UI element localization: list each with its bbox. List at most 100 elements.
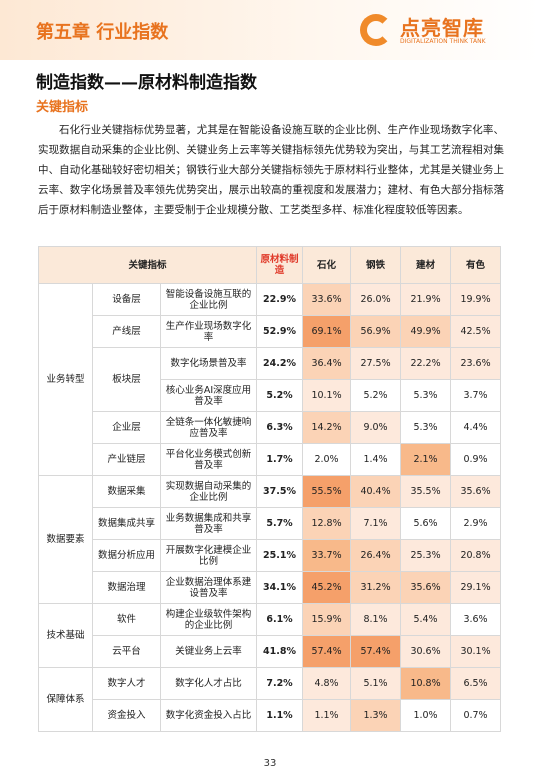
value-cell: 15.9% — [302, 603, 352, 636]
value-cell: 3.6% — [450, 603, 502, 636]
value-cell: 33.6% — [302, 283, 352, 316]
value-cell: 49.9% — [400, 315, 452, 348]
value-cell: 24.2% — [256, 347, 304, 380]
value-cell: 0.7% — [450, 699, 502, 732]
value-cell: 34.1% — [256, 571, 304, 604]
value-cell: 9.0% — [350, 411, 402, 444]
logo-name: 点亮智库 — [400, 16, 484, 40]
dimension-cell: 数据要素 — [38, 475, 93, 604]
dimension-cell: 业务转型 — [38, 283, 93, 476]
dimension-cell: 保障体系 — [38, 667, 93, 732]
table-row: 技术基础 软件 构建企业级软件架构的企业比例 6.1% 15.9% 8.1% 5.4% 3.6… — [38, 603, 502, 668]
sublevel-cell: 数据治理 — [92, 571, 161, 604]
sublevel-cell: 板块层 — [92, 347, 161, 412]
table-row: 数据治理 企业数据治理体系建设普及率 34.1% 45.2% 31.2% 35.6% 29.… — [39, 571, 502, 604]
logo-mark — [360, 14, 392, 46]
value-cell: 10.8% — [400, 667, 452, 700]
sublevel-cell: 企业层 — [92, 411, 161, 444]
value-cell: 1.7% — [256, 443, 304, 476]
table-row: 板块层 数字化场景普及率 24.2% 36.4% 27.5% 22.2% 23.6% — [39, 347, 502, 412]
value-cell: 6.1% — [256, 603, 304, 636]
table-row: 云平台 关键业务上云率 41.8% 57.4% 57.4% 30.6% 30.1% — [39, 635, 502, 668]
value-cell: 1.1% — [256, 699, 304, 732]
table-body: 关键指标 原材料制造 石化 钢铁 建材 有色 业务转型 设备层 智能设备设施互联的企业比例 22.… — [37, 246, 502, 732]
header-row: 关键指标 原材料制造 石化 钢铁 建材 有色 — [37, 246, 502, 284]
column-header: 关键指标 — [37, 246, 258, 284]
table-row: 数据集成共享 业务数据集成和共享普及率 5.7% 12.8% 7.1% 5.6% 2.9% — [39, 507, 502, 540]
value-cell: 35.6% — [400, 571, 452, 604]
value-cell: 52.9% — [256, 315, 304, 348]
sublevel-cell: 数据分析应用 — [92, 539, 161, 572]
value-cell: 22.2% — [400, 347, 452, 380]
value-cell: 42.5% — [450, 315, 502, 348]
indicator-cell: 企业数据治理体系建设普及率 — [159, 571, 258, 604]
header: 第五章 行业指数 点亮智库 DIGITALIZATION THINK TANK — [0, 0, 540, 60]
indicator-cell: 全链条一体化敏捷响应普及率 — [159, 411, 258, 444]
indicator-cell: 平台化业务模式创新普及率 — [159, 443, 258, 476]
value-cell: 2.9% — [450, 507, 502, 540]
paragraph: 石化行业关键指标优势显著，尤其是在智能设备设施互联的企业比例、生产作业现场数字化… — [38, 124, 504, 216]
value-cell: 5.7% — [256, 507, 304, 540]
value-cell: 5.4% — [400, 603, 452, 636]
dimension-cell: 技术基础 — [38, 603, 93, 668]
indicator-table: 关键指标 原材料制造 石化 钢铁 建材 有色 业务转型 设备层 智能设备设施互联的企业比例 22.… — [37, 246, 502, 732]
value-cell: 14.2% — [302, 411, 352, 444]
table-row: 业务转型 设备层 智能设备设施互联的企业比例 22.9% 33.6% 26.0% 21.9%… — [38, 283, 502, 476]
value-cell: 8.1% — [350, 603, 402, 636]
table-row: 数据分析应用 开展数字化建模企业比例 25.1% 33.7% 26.4% 25.3% 20.… — [39, 539, 502, 572]
column-header: 钢铁 — [350, 246, 402, 284]
value-cell: 5.2% — [350, 379, 402, 412]
table-row: 资金投入 数字化资金投入占比 1.1% 1.1% 1.3% 1.0% 0.7% — [39, 699, 502, 732]
value-cell: 5.3% — [400, 379, 452, 412]
value-cell: 7.1% — [350, 507, 402, 540]
value-cell: 35.5% — [400, 475, 452, 508]
value-cell: 30.1% — [450, 635, 502, 668]
value-cell: 1.4% — [350, 443, 402, 476]
indicator-cell: 核心业务AI深度应用普及率 — [159, 379, 258, 412]
column-header: 原材料制造 — [256, 246, 304, 284]
sublevel-cell: 产业链层 — [92, 443, 161, 476]
value-cell: 21.9% — [400, 283, 452, 316]
value-cell: 22.9% — [256, 283, 304, 316]
table-row: 核心业务AI深度应用普及率 5.2% 10.1% 5.2% 5.3% 3.7% — [39, 379, 502, 412]
value-cell: 57.4% — [350, 635, 402, 668]
value-cell: 45.2% — [302, 571, 352, 604]
value-cell: 0.9% — [450, 443, 502, 476]
indicator-cell: 实现数据自动采集的企业比例 — [159, 475, 258, 508]
value-cell: 36.4% — [302, 347, 352, 380]
value-cell: 3.7% — [450, 379, 502, 412]
value-cell: 4.4% — [450, 411, 502, 444]
value-cell: 1.0% — [400, 699, 452, 732]
logo: 点亮智库 DIGITALIZATION THINK TANK — [360, 12, 510, 52]
section-title: 关键指标 — [36, 100, 89, 115]
value-cell: 20.8% — [450, 539, 502, 572]
sublevel-cell: 云平台 — [92, 635, 161, 668]
value-cell: 56.9% — [350, 315, 402, 348]
column-header: 有色 — [450, 246, 502, 284]
value-cell: 26.4% — [350, 539, 402, 572]
indicator-cell: 业务数据集成和共享普及率 — [159, 507, 258, 540]
indicator-cell: 构建企业级软件架构的企业比例 — [159, 603, 258, 636]
sublevel-cell: 设备层 — [92, 283, 161, 316]
table-row: 产线层 生产作业现场数字化率 52.9% 69.1% 56.9% 49.9% 42.5% — [39, 315, 502, 348]
value-cell: 55.5% — [302, 475, 352, 508]
value-cell: 31.2% — [350, 571, 402, 604]
indicator-cell: 关键业务上云率 — [159, 635, 258, 668]
value-cell: 5.1% — [350, 667, 402, 700]
sublevel-cell: 数据采集 — [92, 475, 161, 508]
indicator-cell: 生产作业现场数字化率 — [159, 315, 258, 348]
value-cell: 10.1% — [302, 379, 352, 412]
value-cell: 2.0% — [302, 443, 352, 476]
indicator-cell: 开展数字化建模企业比例 — [159, 539, 258, 572]
value-cell: 7.2% — [256, 667, 304, 700]
value-cell: 37.5% — [256, 475, 304, 508]
value-cell: 69.1% — [302, 315, 352, 348]
page-number: 33 — [263, 758, 277, 769]
table-row: 产业链层 平台化业务模式创新普及率 1.7% 2.0% 1.4% 2.1% 0.9% — [39, 443, 502, 476]
page-title: 制造指数——原材料制造指数 — [36, 73, 257, 93]
table-row: 数据要素 数据采集 实现数据自动采集的企业比例 37.5% 55.5% 40.4% 35.5… — [38, 475, 502, 604]
logo-sub: DIGITALIZATION THINK TANK — [400, 38, 486, 45]
value-cell: 5.2% — [256, 379, 304, 412]
value-cell: 25.3% — [400, 539, 452, 572]
